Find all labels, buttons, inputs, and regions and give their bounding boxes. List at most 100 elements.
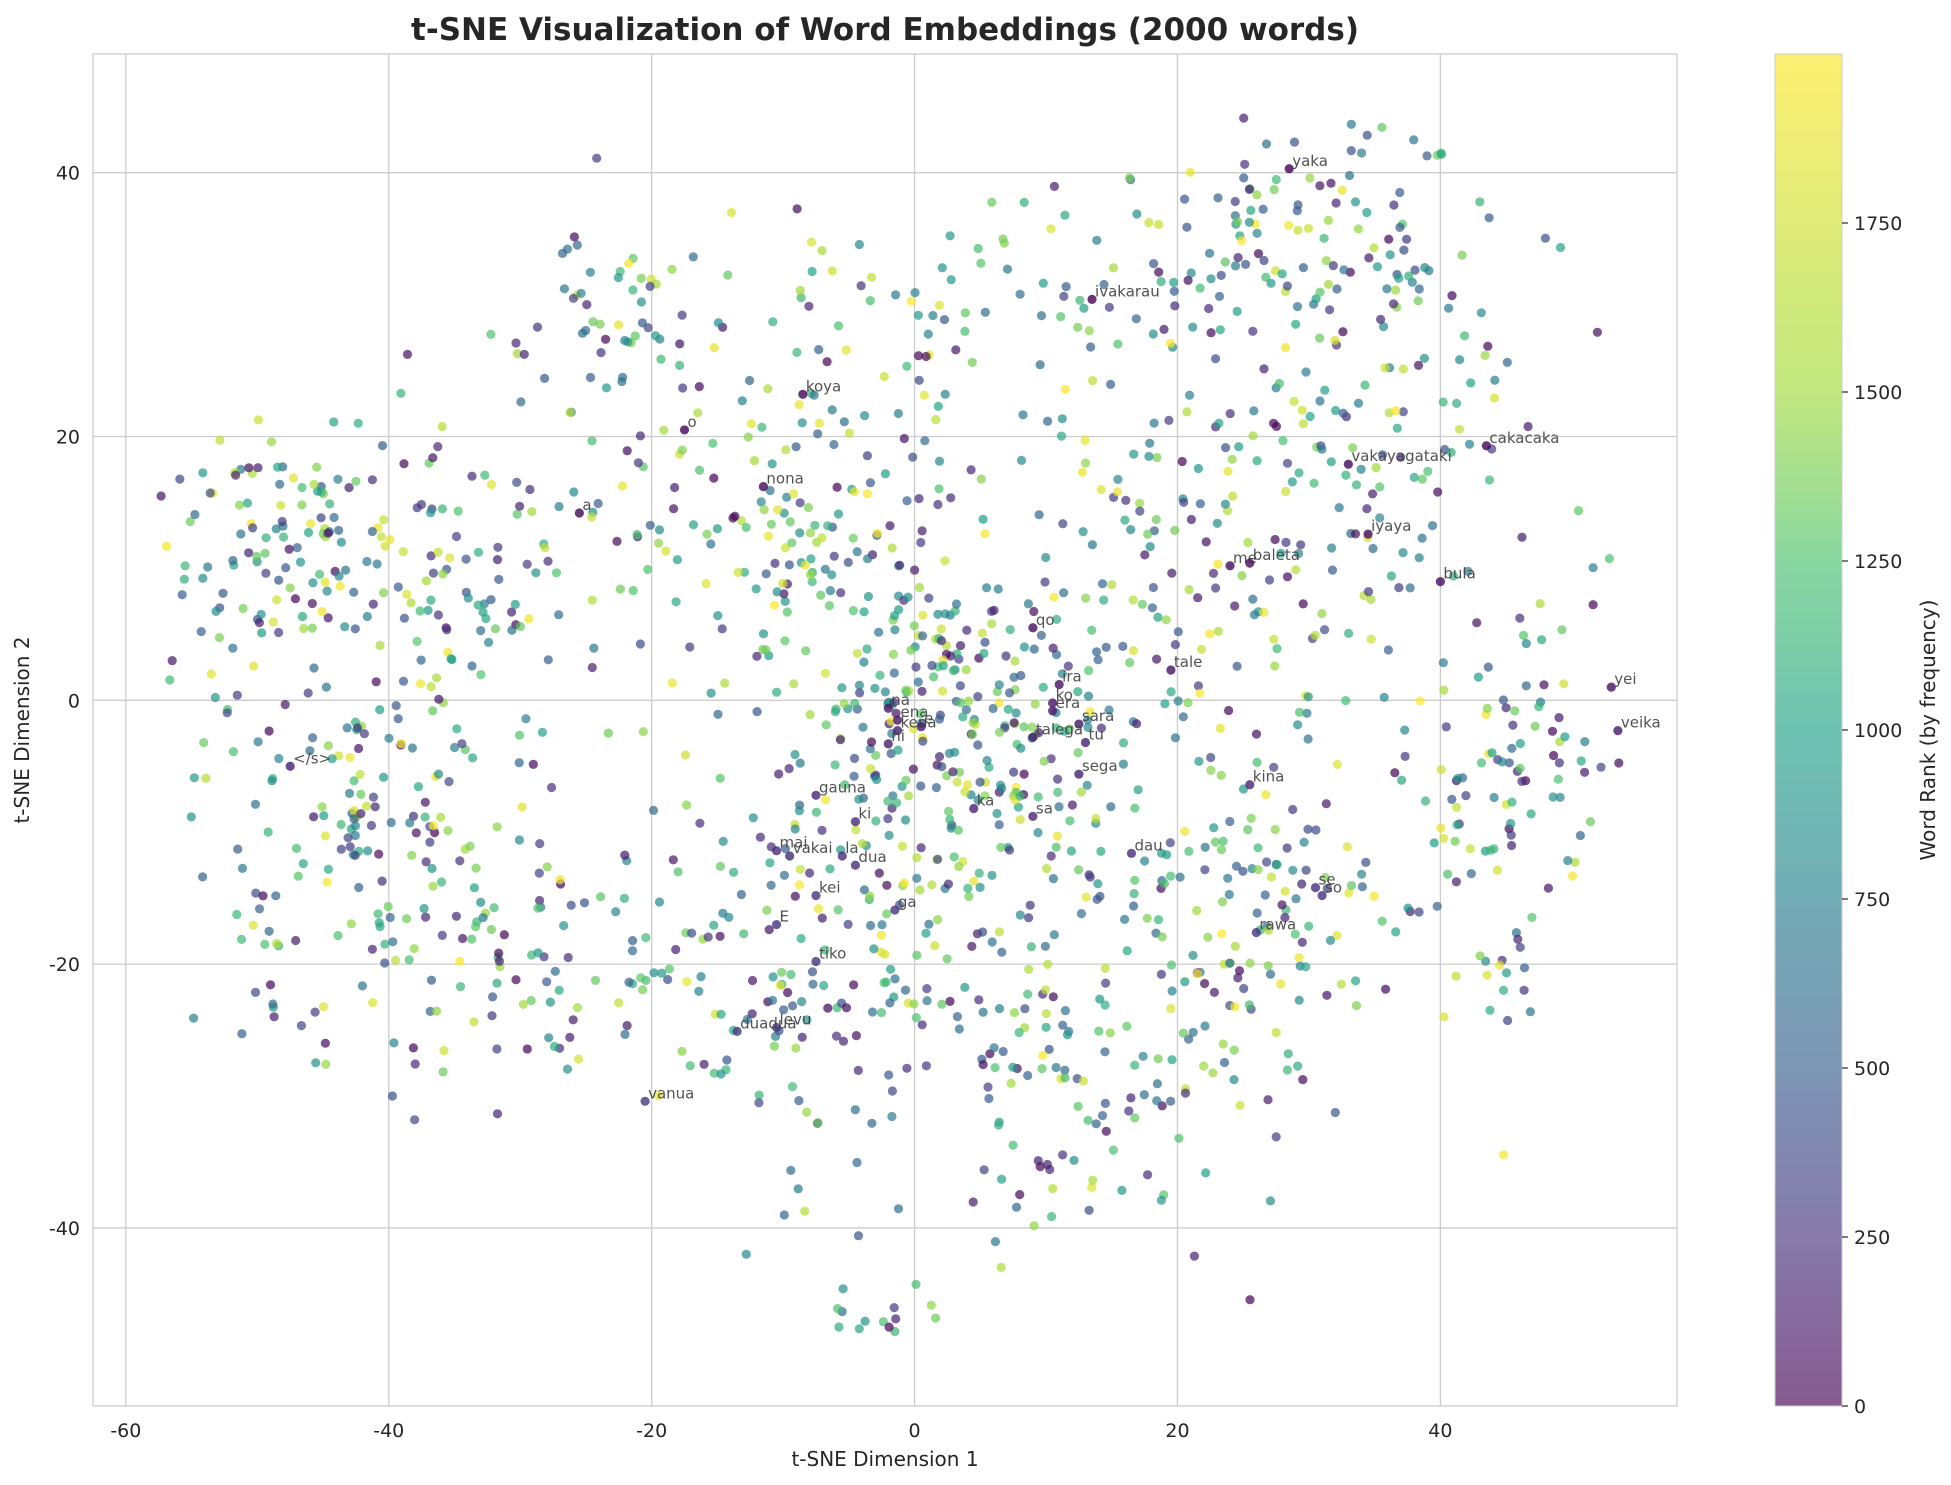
word-point bbox=[471, 863, 481, 873]
word-point bbox=[253, 463, 263, 473]
word-point bbox=[1238, 866, 1248, 876]
word-point bbox=[746, 419, 756, 429]
word-point bbox=[1167, 986, 1177, 996]
word-point bbox=[830, 760, 840, 770]
word-point bbox=[378, 588, 389, 598]
word-point bbox=[739, 567, 750, 577]
word-point bbox=[778, 578, 788, 589]
word-point bbox=[791, 1043, 801, 1053]
word-point bbox=[317, 606, 327, 617]
word-point bbox=[269, 1012, 279, 1022]
word-point bbox=[1184, 1034, 1194, 1044]
word-point bbox=[264, 926, 274, 936]
word-point bbox=[912, 853, 922, 863]
word-point bbox=[349, 776, 359, 786]
word-point bbox=[1113, 474, 1123, 484]
word-point bbox=[706, 688, 716, 698]
word-point bbox=[1142, 913, 1152, 923]
word-point bbox=[515, 501, 525, 511]
word-point bbox=[211, 606, 221, 617]
word-point bbox=[885, 521, 895, 531]
word-point bbox=[807, 577, 817, 587]
word-point bbox=[1167, 568, 1177, 578]
word-point bbox=[945, 231, 955, 241]
labeled-word-point bbox=[771, 1022, 782, 1033]
word-point bbox=[1322, 883, 1332, 894]
word-point bbox=[993, 584, 1003, 594]
word-point bbox=[535, 895, 545, 906]
word-point bbox=[787, 1082, 798, 1092]
word-point bbox=[1030, 699, 1040, 709]
word-point bbox=[854, 680, 865, 690]
word-point bbox=[974, 995, 984, 1005]
word-point bbox=[797, 1032, 807, 1042]
word-point bbox=[1432, 901, 1442, 911]
word-point bbox=[433, 610, 443, 620]
word-point bbox=[494, 956, 504, 966]
word-point bbox=[249, 661, 259, 671]
word-point bbox=[345, 752, 355, 763]
word-point bbox=[492, 555, 503, 565]
word-label: yei bbox=[1614, 670, 1636, 688]
word-point bbox=[1294, 707, 1305, 717]
word-point bbox=[976, 474, 986, 484]
word-point bbox=[1521, 681, 1531, 691]
word-point bbox=[1239, 113, 1249, 123]
word-point bbox=[1211, 583, 1221, 593]
word-point bbox=[675, 339, 685, 349]
word-point bbox=[1419, 353, 1429, 363]
word-label: e bbox=[924, 710, 933, 728]
word-point bbox=[167, 656, 177, 666]
word-point bbox=[201, 773, 211, 783]
word-point bbox=[1093, 655, 1103, 665]
word-point bbox=[911, 662, 921, 672]
word-point bbox=[747, 1009, 757, 1019]
word-point bbox=[850, 698, 860, 709]
word-point bbox=[1498, 695, 1508, 705]
word-point bbox=[980, 791, 990, 801]
word-point bbox=[946, 823, 956, 833]
word-point bbox=[396, 388, 406, 398]
word-point bbox=[1060, 1073, 1070, 1083]
word-point bbox=[1559, 679, 1569, 689]
word-point bbox=[1048, 992, 1058, 1002]
word-point bbox=[366, 820, 376, 831]
word-point bbox=[964, 696, 974, 706]
word-point bbox=[484, 637, 494, 648]
word-point bbox=[1132, 719, 1142, 729]
word-point bbox=[1328, 261, 1338, 271]
word-point bbox=[376, 532, 386, 542]
word-label: ena bbox=[900, 703, 928, 721]
x-tick-label: 0 bbox=[909, 1420, 921, 1442]
word-point bbox=[406, 598, 416, 608]
word-point bbox=[987, 870, 997, 881]
word-point bbox=[1101, 642, 1111, 652]
word-point bbox=[1095, 891, 1105, 902]
word-point bbox=[1118, 759, 1128, 769]
word-point bbox=[1052, 831, 1063, 841]
word-point bbox=[461, 554, 471, 564]
word-point bbox=[854, 794, 864, 804]
word-point bbox=[926, 1300, 936, 1310]
word-point bbox=[438, 569, 448, 579]
word-point bbox=[405, 818, 415, 828]
word-point bbox=[1023, 1070, 1033, 1081]
word-point bbox=[1248, 326, 1258, 336]
word-point bbox=[233, 844, 243, 854]
word-point bbox=[960, 308, 970, 318]
colorbar-gradient bbox=[1775, 54, 1842, 1406]
word-point bbox=[278, 532, 289, 542]
word-point bbox=[1132, 209, 1142, 219]
word-point bbox=[1492, 865, 1502, 875]
word-point bbox=[1058, 1020, 1068, 1030]
word-point bbox=[817, 533, 827, 543]
word-point bbox=[1188, 322, 1198, 332]
word-point bbox=[1269, 762, 1279, 772]
word-point bbox=[1504, 758, 1514, 768]
word-point bbox=[1029, 606, 1039, 617]
word-point bbox=[336, 819, 346, 830]
word-point bbox=[1201, 537, 1211, 547]
word-point bbox=[1120, 914, 1130, 925]
word-point bbox=[709, 920, 719, 930]
word-point bbox=[1321, 799, 1331, 809]
